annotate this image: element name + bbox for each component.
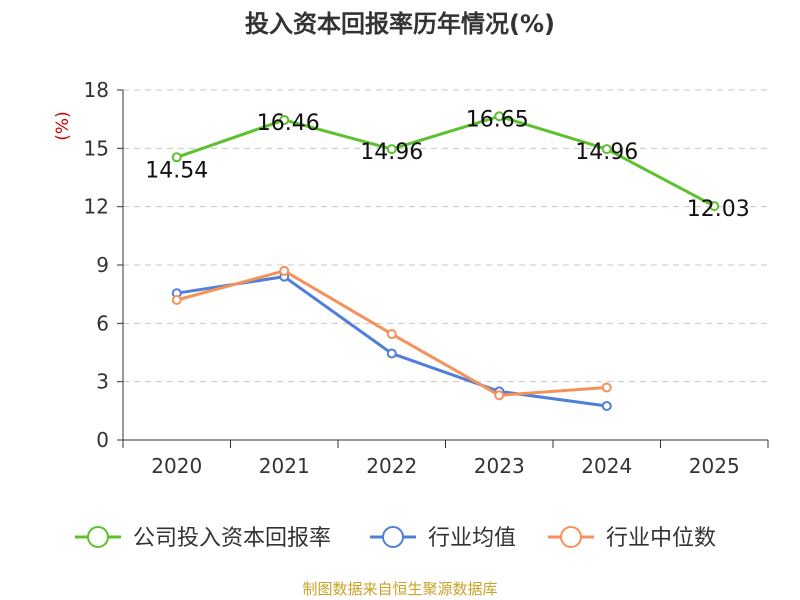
legend-swatch-marker [560, 526, 582, 548]
y-axis-label: (%) [53, 111, 73, 140]
y-tick-label: 3 [96, 370, 109, 394]
series-line-0 [176, 114, 715, 208]
data-label: 16.65 [466, 107, 529, 132]
legend-swatch-marker [87, 526, 109, 548]
grid-layer [123, 89, 768, 383]
legend: 公司投入资本回报率 行业均值 行业中位数 [75, 526, 716, 551]
data-point [601, 144, 612, 155]
data-point [386, 348, 397, 359]
data-point [279, 114, 290, 125]
data-point [709, 201, 720, 212]
legend-label: 公司投入资本回报率 [133, 526, 331, 551]
data-point [601, 382, 612, 393]
legend-item-1: 行业均值 [370, 526, 516, 551]
data-point [171, 295, 182, 305]
data-point [386, 144, 397, 155]
y-tick-label: 9 [96, 253, 109, 277]
y-tick-label: 15 [84, 136, 109, 160]
data-label: 16.46 [257, 111, 320, 136]
data-label: 14.96 [575, 140, 638, 165]
data-point [601, 400, 612, 411]
x-tick-label: 2024 [581, 454, 632, 478]
y-tick-label: 18 [84, 78, 109, 102]
x-tick-label: 2021 [259, 454, 310, 478]
x-tick-label: 2023 [474, 454, 525, 478]
legend-item-0: 公司投入资本回报率 [75, 526, 331, 551]
source-note: 制图数据来自恒生聚源数据库 [302, 580, 498, 598]
data-point [494, 111, 505, 122]
data-point [494, 390, 505, 401]
chart-title: 投入资本回报率历年情况(%) [245, 10, 555, 38]
data-label: 12.03 [687, 197, 750, 222]
data-point [279, 265, 290, 276]
y-tick-label: 6 [96, 311, 109, 335]
x-tick-label: 2025 [689, 454, 740, 478]
legend-label: 行业中位数 [606, 526, 716, 551]
legend-item-2: 行业中位数 [548, 526, 716, 551]
data-label: 14.96 [360, 140, 423, 165]
data-point [386, 329, 397, 340]
data-label-layer: 14.54 16.46 14.96 16.65 14.96 12.03 [145, 107, 749, 222]
series-layer [171, 111, 720, 411]
legend-swatch-marker [382, 526, 404, 548]
data-label: 14.54 [145, 158, 208, 183]
x-tick-label: 2022 [366, 454, 417, 478]
y-tick-label: 0 [96, 428, 109, 452]
y-tick-label: 12 [84, 195, 109, 219]
x-tick-label: 2020 [151, 454, 202, 478]
series-line-1 [176, 275, 607, 408]
data-point [171, 152, 182, 163]
legend-label: 行业均值 [428, 526, 516, 551]
axis-layer: 0 3 6 9 12 15 18 2020 2021 2022 2023 2024 2025 (%) [53, 78, 769, 478]
